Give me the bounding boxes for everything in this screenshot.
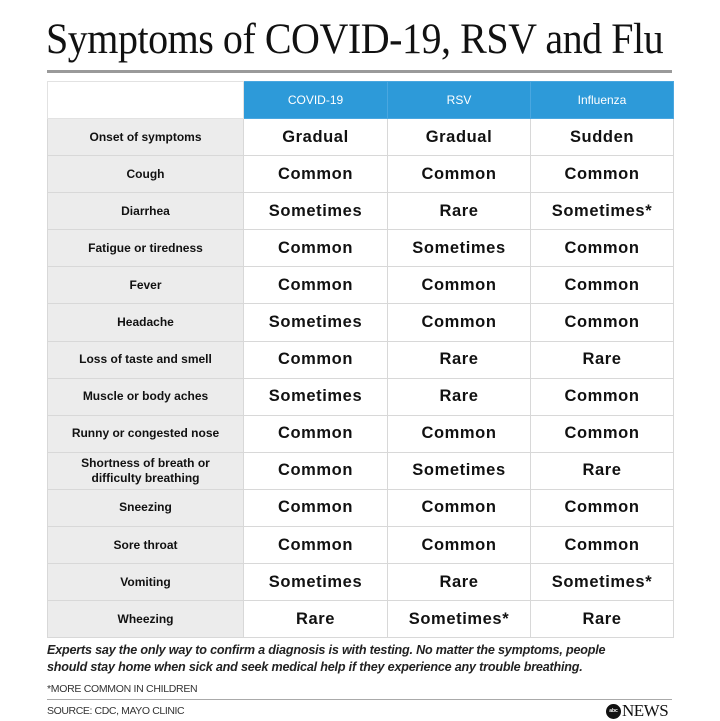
- frequency-cell: Common: [387, 266, 531, 305]
- frequency-cell: Common: [243, 526, 388, 565]
- frequency-cell: Rare: [387, 377, 531, 416]
- frequency-cell: Common: [243, 451, 388, 490]
- symptom-label: Sore throat: [47, 526, 244, 565]
- frequency-cell: Common: [530, 303, 674, 342]
- page-title: Symptoms of COVID-19, RSV and Flu: [46, 16, 664, 63]
- symptom-label: Wheezing: [47, 600, 244, 639]
- frequency-cell: Common: [530, 414, 674, 453]
- table-row: Shortness of breath or difficulty breath…: [47, 451, 674, 490]
- footer-divider: [47, 699, 672, 700]
- abc-news-logo: abc NEWS: [606, 701, 669, 721]
- frequency-cell: Common: [243, 266, 388, 305]
- source-credit: SOURCE: CDC, MAYO CLINIC: [47, 705, 185, 717]
- frequency-cell: Common: [387, 488, 531, 528]
- table-row: Runny or congested nose Common Common Commo…: [47, 414, 674, 453]
- frequency-cell: Common: [530, 266, 674, 305]
- symptom-label: Onset of symptoms: [47, 117, 244, 157]
- frequency-cell: Common: [387, 155, 531, 194]
- frequency-cell: Gradual: [243, 117, 388, 157]
- frequency-cell: Sometimes*: [530, 192, 674, 231]
- frequency-cell: Common: [243, 229, 388, 268]
- table-row: Vomiting Sometimes Rare Sometimes*: [47, 563, 674, 602]
- frequency-cell: Sometimes: [243, 377, 388, 416]
- header-blank-cell: [47, 81, 244, 119]
- frequency-cell: Common: [243, 340, 388, 379]
- header-covid: COVID-19: [243, 81, 388, 119]
- symptoms-table: COVID-19 RSV Influenza Onset of symptoms…: [47, 81, 674, 639]
- header-rsv: RSV: [387, 81, 531, 119]
- frequency-cell: Rare: [530, 600, 674, 639]
- symptom-label: Fatigue or tiredness: [47, 229, 244, 268]
- frequency-cell: Rare: [530, 340, 674, 379]
- frequency-cell: Sometimes: [243, 303, 388, 342]
- footer-text-line1: Experts say the only way to confirm a di…: [47, 643, 606, 657]
- table-row: Cough Common Common Common: [47, 155, 674, 194]
- symptom-label: Vomiting: [47, 563, 244, 602]
- symptom-label: Sneezing: [47, 488, 244, 528]
- frequency-cell: Sometimes: [387, 229, 531, 268]
- frequency-cell: Common: [530, 526, 674, 565]
- frequency-cell: Sometimes: [387, 451, 531, 490]
- frequency-cell: Sometimes: [243, 563, 388, 602]
- frequency-cell: Sometimes*: [387, 600, 531, 639]
- table-row: Sore throat Common Common Common: [47, 526, 674, 565]
- symptom-label: Headache: [47, 303, 244, 342]
- table-row: Diarrhea Sometimes Rare Sometimes*: [47, 192, 674, 231]
- table-row: Muscle or body aches Sometimes Rare Common: [47, 377, 674, 416]
- table-row: Wheezing Rare Sometimes* Rare: [47, 600, 674, 639]
- frequency-cell: Common: [243, 155, 388, 194]
- frequency-cell: Common: [243, 414, 388, 453]
- header-influenza: Influenza: [530, 81, 674, 119]
- table-row: Headache Sometimes Common Common: [47, 303, 674, 342]
- table-row: Fever Common Common Common: [47, 266, 674, 305]
- header-row: COVID-19 RSV Influenza: [47, 81, 674, 119]
- frequency-cell: Common: [530, 488, 674, 528]
- symptom-label: Cough: [47, 155, 244, 194]
- table-row: Loss of taste and smell Common Rare Rare: [47, 340, 674, 379]
- symptom-label: Diarrhea: [47, 192, 244, 231]
- frequency-cell: Common: [243, 488, 388, 528]
- frequency-cell: Common: [387, 526, 531, 565]
- symptom-label: Shortness of breath or difficulty breath…: [47, 451, 244, 490]
- logo-text: NEWS: [622, 701, 669, 720]
- frequency-cell: Common: [530, 155, 674, 194]
- frequency-cell: Rare: [243, 600, 388, 639]
- frequency-cell: Rare: [530, 451, 674, 490]
- symptom-label: Runny or congested nose: [47, 414, 244, 453]
- frequency-cell: Rare: [387, 192, 531, 231]
- frequency-cell: Sudden: [530, 117, 674, 157]
- table-row: Onset of symptoms Gradual Gradual Sudden: [47, 117, 674, 157]
- frequency-cell: Common: [387, 303, 531, 342]
- symptom-label: Muscle or body aches: [47, 377, 244, 416]
- footnote: *MORE COMMON IN CHILDREN: [47, 683, 198, 695]
- footer-text-line2: should stay home when sick and seek medi…: [47, 660, 583, 674]
- frequency-cell: Rare: [387, 563, 531, 602]
- symptom-label: Loss of taste and smell: [47, 340, 244, 379]
- frequency-cell: Gradual: [387, 117, 531, 157]
- frequency-cell: Common: [387, 414, 531, 453]
- frequency-cell: Common: [530, 377, 674, 416]
- abc-logo-icon: abc: [606, 703, 621, 719]
- table-row: Sneezing Common Common Common: [47, 488, 674, 528]
- frequency-cell: Sometimes: [243, 192, 388, 231]
- frequency-cell: Sometimes*: [530, 563, 674, 602]
- symptom-label: Fever: [47, 266, 244, 305]
- table-row: Fatigue or tiredness Common Sometimes Commo…: [47, 229, 674, 268]
- title-divider: [47, 70, 672, 73]
- frequency-cell: Rare: [387, 340, 531, 379]
- frequency-cell: Common: [530, 229, 674, 268]
